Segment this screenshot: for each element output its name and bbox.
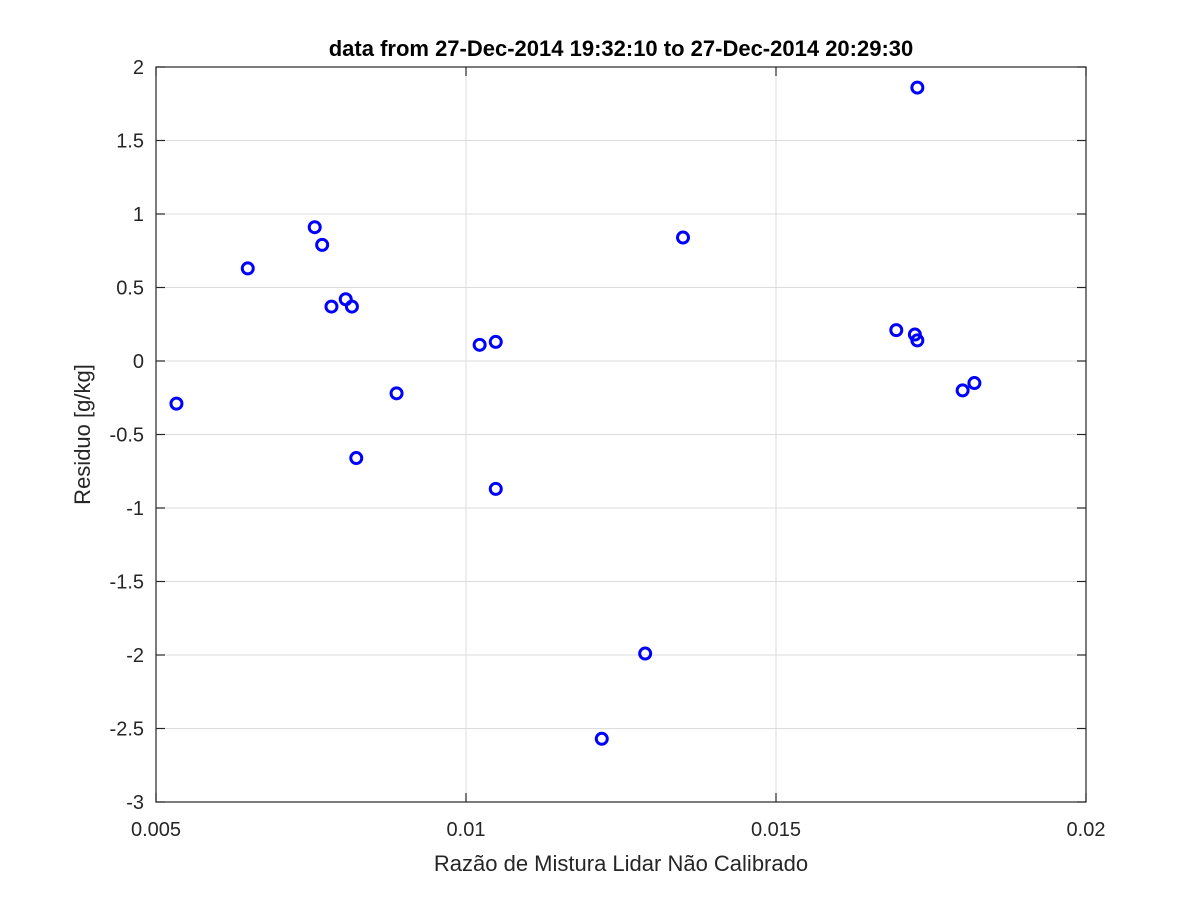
data-point: [594, 731, 609, 746]
y-tick-label: -2.5: [110, 719, 144, 741]
data-point: [488, 481, 503, 496]
x-axis-label: Razão de Mistura Lidar Não Calibrado: [434, 851, 808, 876]
y-tick-label: 0.5: [116, 278, 144, 300]
data-point: [324, 299, 339, 314]
y-tick-label: 2: [133, 57, 144, 79]
y-tick-label: -3: [126, 792, 144, 814]
ticks: 0.005 0.01 0.015 0.02 -3 -2.5 -2 -1.5 -1 -0.5 0 0.5…: [110, 57, 1106, 841]
data-point: [472, 337, 487, 352]
y-tick-label: -0.5: [110, 425, 144, 447]
y-tick-label: -2: [126, 645, 144, 667]
data-point: [910, 333, 925, 348]
data-point: [676, 230, 690, 245]
y-tick-label: 0: [133, 351, 144, 373]
data-point: [349, 451, 364, 466]
data-point: [889, 323, 904, 338]
data-point: [169, 396, 184, 411]
data-point: [307, 220, 322, 235]
x-tick-label: 0.005: [131, 819, 181, 841]
grid: [156, 67, 1086, 802]
data-point: [240, 261, 255, 276]
data-point: [967, 376, 982, 391]
x-tick-label: 0.015: [751, 819, 801, 841]
data-point: [910, 80, 925, 95]
y-tick-label: -1: [126, 498, 144, 520]
x-tick-label: 0.02: [1067, 819, 1106, 841]
data-points: [169, 80, 982, 746]
data-point: [955, 383, 970, 398]
y-tick-label: 1.5: [116, 131, 144, 153]
data-point: [315, 237, 330, 252]
chart-title: data from 27-Dec-2014 19:32:10 to 27-Dec…: [329, 36, 914, 61]
y-axis-label: Residuo [g/kg]: [70, 364, 95, 505]
data-point: [344, 299, 359, 314]
x-tick-label: 0.01: [447, 819, 486, 841]
y-tick-label: -1.5: [110, 572, 144, 594]
data-point: [488, 334, 503, 349]
data-point: [389, 386, 404, 401]
data-point: [638, 646, 653, 661]
y-tick-label: 1: [133, 204, 144, 226]
